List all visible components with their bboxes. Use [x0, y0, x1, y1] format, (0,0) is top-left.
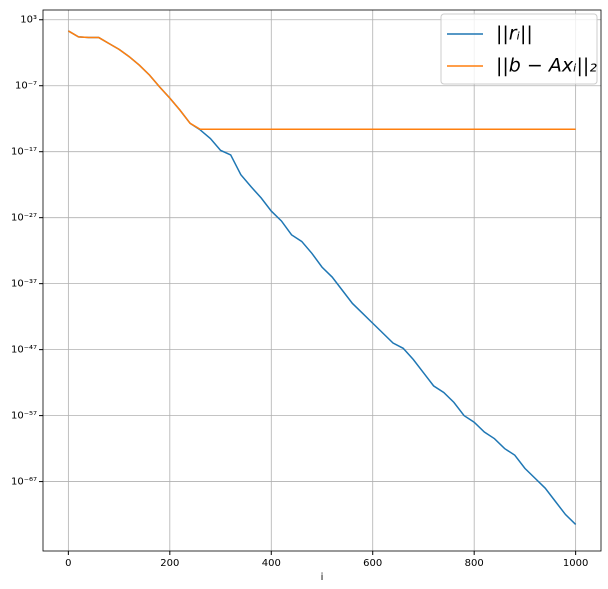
plot-frame — [42, 9, 602, 552]
y-tick-label: 10⁻³⁷ — [11, 279, 37, 290]
legend-label: ||b − Axᵢ||₂ — [496, 55, 597, 77]
y-tick-label: 10⁻⁵⁷ — [11, 411, 37, 422]
x-tick-label: 800 — [465, 558, 484, 569]
x-tick-label: 400 — [262, 558, 281, 569]
x-tick-label: 1000 — [563, 558, 588, 569]
y-tick-label: 10⁻⁴⁷ — [11, 345, 37, 356]
x-tick-label: 0 — [65, 558, 71, 569]
y-tick-label: 10⁻²⁷ — [11, 213, 37, 224]
y-tick-label: 10⁻¹⁷ — [11, 147, 37, 158]
data-line — [67, 30, 576, 131]
x-axis-label: i — [321, 572, 324, 583]
legend-label: ||rᵢ|| — [496, 23, 533, 45]
y-tick-label: 10⁻⁷ — [15, 81, 37, 92]
y-tick-label: 10⁻⁶⁷ — [11, 477, 37, 488]
x-tick-label: 200 — [160, 558, 179, 569]
y-tick-label: 10³ — [20, 15, 37, 26]
x-tick-label: 600 — [363, 558, 382, 569]
